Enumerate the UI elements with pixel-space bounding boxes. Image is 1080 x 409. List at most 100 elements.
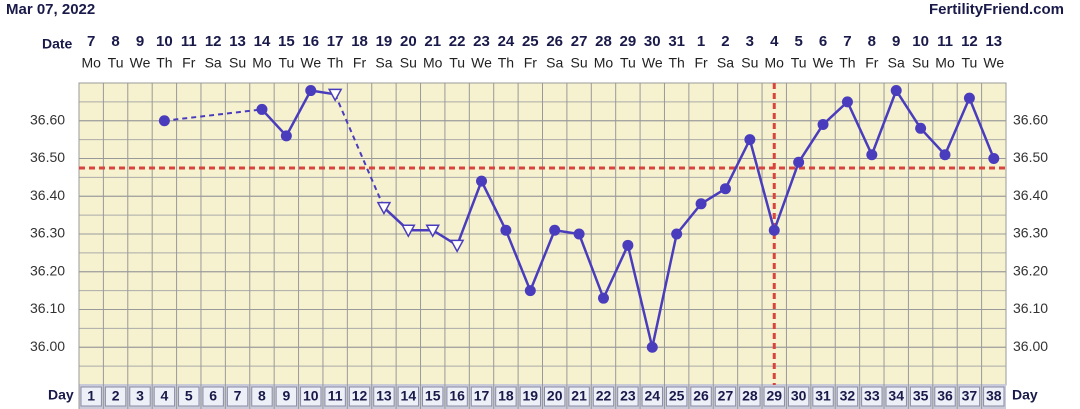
date-label: 17 bbox=[327, 33, 344, 50]
day-label-right: Day bbox=[1012, 387, 1038, 403]
x-tick-label: 12 bbox=[352, 388, 368, 404]
day-box bbox=[568, 386, 590, 407]
x-tick-label: 23 bbox=[620, 388, 636, 404]
date-label: 31 bbox=[668, 33, 685, 50]
date-label: 20 bbox=[400, 33, 417, 50]
dot-marker bbox=[988, 153, 1000, 164]
dot-marker bbox=[915, 122, 927, 134]
y-tick-label-right: 36.30 bbox=[1013, 225, 1048, 241]
day-box bbox=[251, 386, 273, 407]
day-box bbox=[641, 386, 663, 407]
day-box bbox=[178, 386, 200, 407]
day-box bbox=[861, 386, 883, 407]
date-label: 22 bbox=[449, 33, 466, 50]
dot-marker bbox=[476, 175, 488, 187]
x-tick-label: 3 bbox=[136, 388, 144, 404]
x-tick-label: 35 bbox=[913, 388, 929, 404]
weekday-label: Mo bbox=[594, 55, 614, 71]
day-box bbox=[275, 386, 298, 407]
x-tick-label: 5 bbox=[185, 388, 193, 404]
dot-marker bbox=[549, 224, 561, 236]
date-label: Date bbox=[42, 36, 73, 52]
triangle-marker bbox=[401, 224, 416, 238]
dot-marker bbox=[622, 239, 634, 251]
day-box bbox=[422, 386, 444, 407]
x-tick-label: 33 bbox=[864, 388, 880, 404]
weekday-label: Th bbox=[498, 55, 514, 71]
weekday-label: Mo bbox=[423, 55, 443, 71]
date-label: 15 bbox=[278, 33, 295, 50]
day-box bbox=[958, 386, 981, 407]
day-box bbox=[495, 386, 517, 407]
x-tick-label: 27 bbox=[718, 388, 734, 404]
day-box bbox=[763, 386, 785, 407]
weekday-label: Sa bbox=[375, 55, 392, 71]
weekday-label: Su bbox=[912, 55, 929, 71]
weekday-label: Fr bbox=[524, 55, 538, 71]
day-box bbox=[885, 386, 907, 407]
dot-marker bbox=[744, 134, 756, 146]
dot-marker bbox=[305, 85, 317, 97]
day-box bbox=[787, 386, 810, 407]
gap-connector bbox=[164, 108, 263, 122]
chart-title: Mar 07, 2022 bbox=[6, 1, 95, 18]
day-box bbox=[470, 386, 493, 407]
y-tick-label-right: 36.00 bbox=[1013, 338, 1048, 354]
weekday-label: Tu bbox=[791, 55, 807, 71]
x-tick-label: 9 bbox=[282, 388, 290, 404]
date-label: 2 bbox=[721, 33, 729, 50]
weekday-label: Mo bbox=[935, 55, 955, 71]
x-tick-label: 28 bbox=[742, 388, 758, 404]
dot-marker bbox=[841, 96, 853, 108]
x-tick-label: 22 bbox=[596, 388, 612, 404]
weekday-label: Tu bbox=[961, 55, 977, 71]
dot-marker bbox=[719, 183, 731, 195]
date-label: 12 bbox=[205, 33, 222, 50]
day-box bbox=[617, 386, 639, 407]
y-tick-label: 36.40 bbox=[30, 187, 65, 203]
dot-marker bbox=[500, 224, 512, 236]
date-label: 19 bbox=[376, 33, 393, 50]
dot-marker bbox=[573, 228, 585, 240]
weekday-label: Th bbox=[156, 55, 172, 71]
date-label: 12 bbox=[961, 33, 978, 50]
date-label: 7 bbox=[843, 33, 851, 50]
y-tick-label: 36.60 bbox=[30, 111, 65, 127]
weekday-label: Mo bbox=[765, 55, 785, 71]
x-tick-label: 31 bbox=[815, 388, 831, 404]
x-tick-label: 1 bbox=[87, 388, 95, 404]
dot-marker bbox=[158, 115, 170, 127]
date-label: 11 bbox=[181, 33, 197, 50]
day-box bbox=[592, 386, 615, 407]
day-box bbox=[397, 386, 420, 407]
site-name: FertilityFriend.com bbox=[929, 1, 1064, 18]
weekday-label: Sa bbox=[205, 55, 222, 71]
weekday-label: We bbox=[983, 55, 1004, 71]
date-label: 10 bbox=[912, 33, 929, 50]
dot-marker bbox=[817, 119, 829, 131]
x-tick-label: 16 bbox=[449, 388, 465, 404]
date-label: 3 bbox=[746, 33, 754, 50]
date-label: 27 bbox=[571, 33, 588, 50]
x-tick-label: 32 bbox=[840, 388, 856, 404]
x-tick-label: 21 bbox=[571, 388, 587, 404]
day-box bbox=[934, 386, 956, 407]
weekday-label: We bbox=[642, 55, 663, 71]
day-box bbox=[544, 386, 566, 407]
weekday-label: Fr bbox=[694, 55, 708, 71]
triangle-marker bbox=[327, 88, 343, 102]
date-label: 14 bbox=[254, 33, 271, 50]
day-box bbox=[519, 386, 542, 407]
date-label: 4 bbox=[770, 33, 779, 50]
day-box bbox=[300, 386, 322, 407]
day-label: Day bbox=[48, 387, 74, 403]
x-tick-label: 13 bbox=[376, 388, 392, 404]
dot-marker bbox=[524, 285, 536, 297]
x-tick-label: 6 bbox=[209, 388, 217, 404]
day-box bbox=[153, 386, 176, 407]
y-tick-label-right: 36.20 bbox=[1013, 262, 1048, 278]
weekday-label: Mo bbox=[81, 55, 101, 71]
x-tick-label: 4 bbox=[160, 388, 168, 404]
weekday-label: Tu bbox=[278, 55, 294, 71]
